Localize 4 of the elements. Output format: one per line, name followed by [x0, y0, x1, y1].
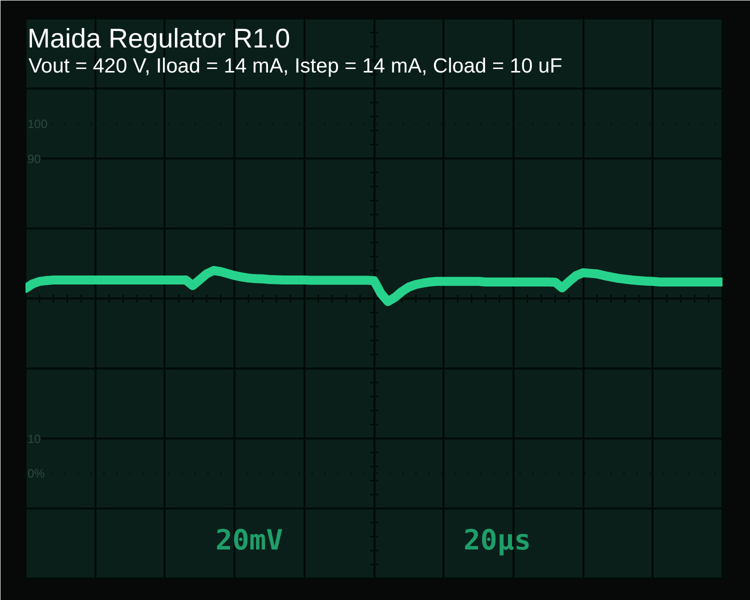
chart-title: Maida Regulator R1.0 — [28, 24, 290, 54]
text: 20mV — [216, 524, 284, 556]
text: 20µs — [464, 524, 531, 556]
chart-subtitle: Vout = 420 V, Iload = 14 mA, Istep = 14 mA, Cload = 10 uF — [28, 54, 562, 78]
